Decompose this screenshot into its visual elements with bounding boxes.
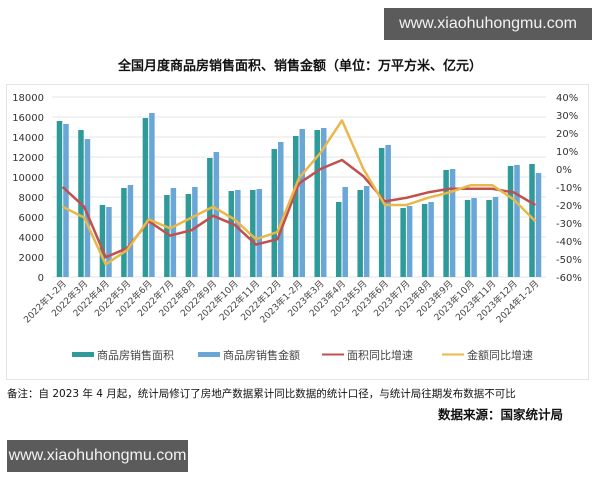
watermark-bottom-text: www.xiaohuhongmu.com bbox=[8, 447, 187, 464]
right-tick-label: 0% bbox=[556, 165, 572, 176]
bar bbox=[56, 121, 63, 277]
bar bbox=[278, 142, 284, 277]
bar bbox=[507, 166, 514, 277]
legend-label: 面积同比增速 bbox=[347, 348, 413, 362]
left-axis-ticks: 0 2000 4000 6000 8000 10000 12000 14000 16000 180… bbox=[12, 93, 44, 284]
bar bbox=[400, 208, 406, 277]
left-tick-label: 18000 bbox=[12, 93, 44, 104]
bar bbox=[464, 200, 471, 277]
bar bbox=[529, 164, 535, 277]
line-series bbox=[61, 119, 537, 266]
right-tick-label: -10% bbox=[556, 183, 582, 194]
right-axis-ticks: -60% -50% -40% -30% -20% -10% 0% 10% 20% 30% 40% bbox=[556, 93, 582, 284]
bar bbox=[127, 185, 134, 277]
bar bbox=[421, 204, 428, 277]
bar bbox=[428, 202, 434, 277]
bar bbox=[121, 188, 127, 277]
watermark-top: www.xiaohuhongmu.com bbox=[384, 8, 592, 40]
left-tick-label: 10000 bbox=[12, 173, 44, 184]
bar bbox=[535, 173, 542, 277]
chart-title: 全国月度商品房销售面积、销售金额（单位：万平方米、亿元） bbox=[117, 59, 482, 74]
left-tick-label: 2000 bbox=[19, 253, 44, 264]
left-tick-label: 16000 bbox=[12, 113, 44, 124]
bar bbox=[314, 130, 320, 277]
right-tick-label: -50% bbox=[556, 255, 582, 266]
legend-swatch bbox=[72, 352, 94, 357]
bar bbox=[142, 118, 149, 277]
bar bbox=[256, 189, 263, 277]
right-tick-label: -20% bbox=[556, 201, 582, 212]
bar bbox=[378, 148, 385, 277]
watermark-bottom: www.xiaohuhongmu.com bbox=[7, 440, 188, 472]
bar bbox=[213, 152, 220, 277]
bar bbox=[192, 187, 198, 277]
bar bbox=[342, 187, 348, 277]
bar bbox=[449, 169, 456, 277]
data-source: 数据来源：国家统计局 bbox=[438, 407, 564, 422]
bar bbox=[250, 190, 256, 277]
right-tick-label: 20% bbox=[556, 129, 578, 140]
bar bbox=[84, 139, 91, 277]
right-tick-label: 40% bbox=[556, 93, 578, 104]
line-series-path bbox=[62, 119, 537, 266]
right-tick-label: 30% bbox=[556, 111, 578, 122]
bar bbox=[514, 165, 520, 277]
left-tick-label: 8000 bbox=[19, 193, 44, 204]
legend-label: 商品房销售金额 bbox=[223, 348, 300, 362]
right-tick-label: -40% bbox=[556, 237, 582, 248]
bar bbox=[406, 206, 413, 277]
legend-label: 商品房销售面积 bbox=[97, 348, 174, 362]
left-tick-label: 14000 bbox=[12, 133, 44, 144]
watermark-top-text: www.xiaohuhongmu.com bbox=[399, 15, 577, 32]
left-tick-label: 0 bbox=[38, 273, 44, 284]
bar-series bbox=[56, 113, 542, 277]
x-axis-labels: 2022年1-2月2022年3月2022年4月2022年5月2022年6月202… bbox=[21, 278, 541, 326]
bar bbox=[443, 170, 449, 277]
left-tick-label: 12000 bbox=[12, 153, 44, 164]
right-tick-label: 10% bbox=[556, 147, 578, 158]
right-tick-label: -60% bbox=[556, 273, 582, 284]
bar bbox=[185, 194, 192, 277]
bar bbox=[320, 128, 327, 277]
right-tick-label: -30% bbox=[556, 219, 582, 230]
legend-swatch bbox=[198, 352, 220, 357]
bar bbox=[271, 149, 278, 277]
bar bbox=[486, 200, 492, 277]
bar bbox=[471, 198, 477, 277]
bar bbox=[357, 190, 363, 277]
bar bbox=[299, 129, 305, 277]
bar bbox=[99, 205, 106, 277]
bar bbox=[293, 136, 299, 277]
bar bbox=[235, 190, 241, 277]
bar bbox=[170, 188, 177, 277]
left-tick-label: 4000 bbox=[19, 233, 44, 244]
bar bbox=[63, 124, 69, 277]
chart-canvas: 0 2000 4000 6000 8000 10000 12000 14000 16000 180… bbox=[12, 93, 582, 362]
bar bbox=[363, 186, 370, 277]
bar bbox=[335, 202, 342, 277]
bar bbox=[385, 145, 391, 277]
bar bbox=[228, 191, 235, 277]
bar bbox=[164, 195, 170, 277]
gridlines bbox=[52, 96, 546, 278]
legend-label: 金额同比增速 bbox=[467, 348, 533, 362]
footnote: 备注：自 2023 年 4 月起，统计局修订了房地产数据累计同比数据的统计口径，… bbox=[7, 388, 516, 400]
chart-legend: 商品房销售面积 商品房销售金额 面积同比增速 金额同比增速 bbox=[72, 348, 533, 362]
bar bbox=[492, 197, 499, 277]
bar bbox=[149, 113, 155, 277]
bar bbox=[106, 207, 112, 277]
left-tick-label: 6000 bbox=[19, 213, 44, 224]
